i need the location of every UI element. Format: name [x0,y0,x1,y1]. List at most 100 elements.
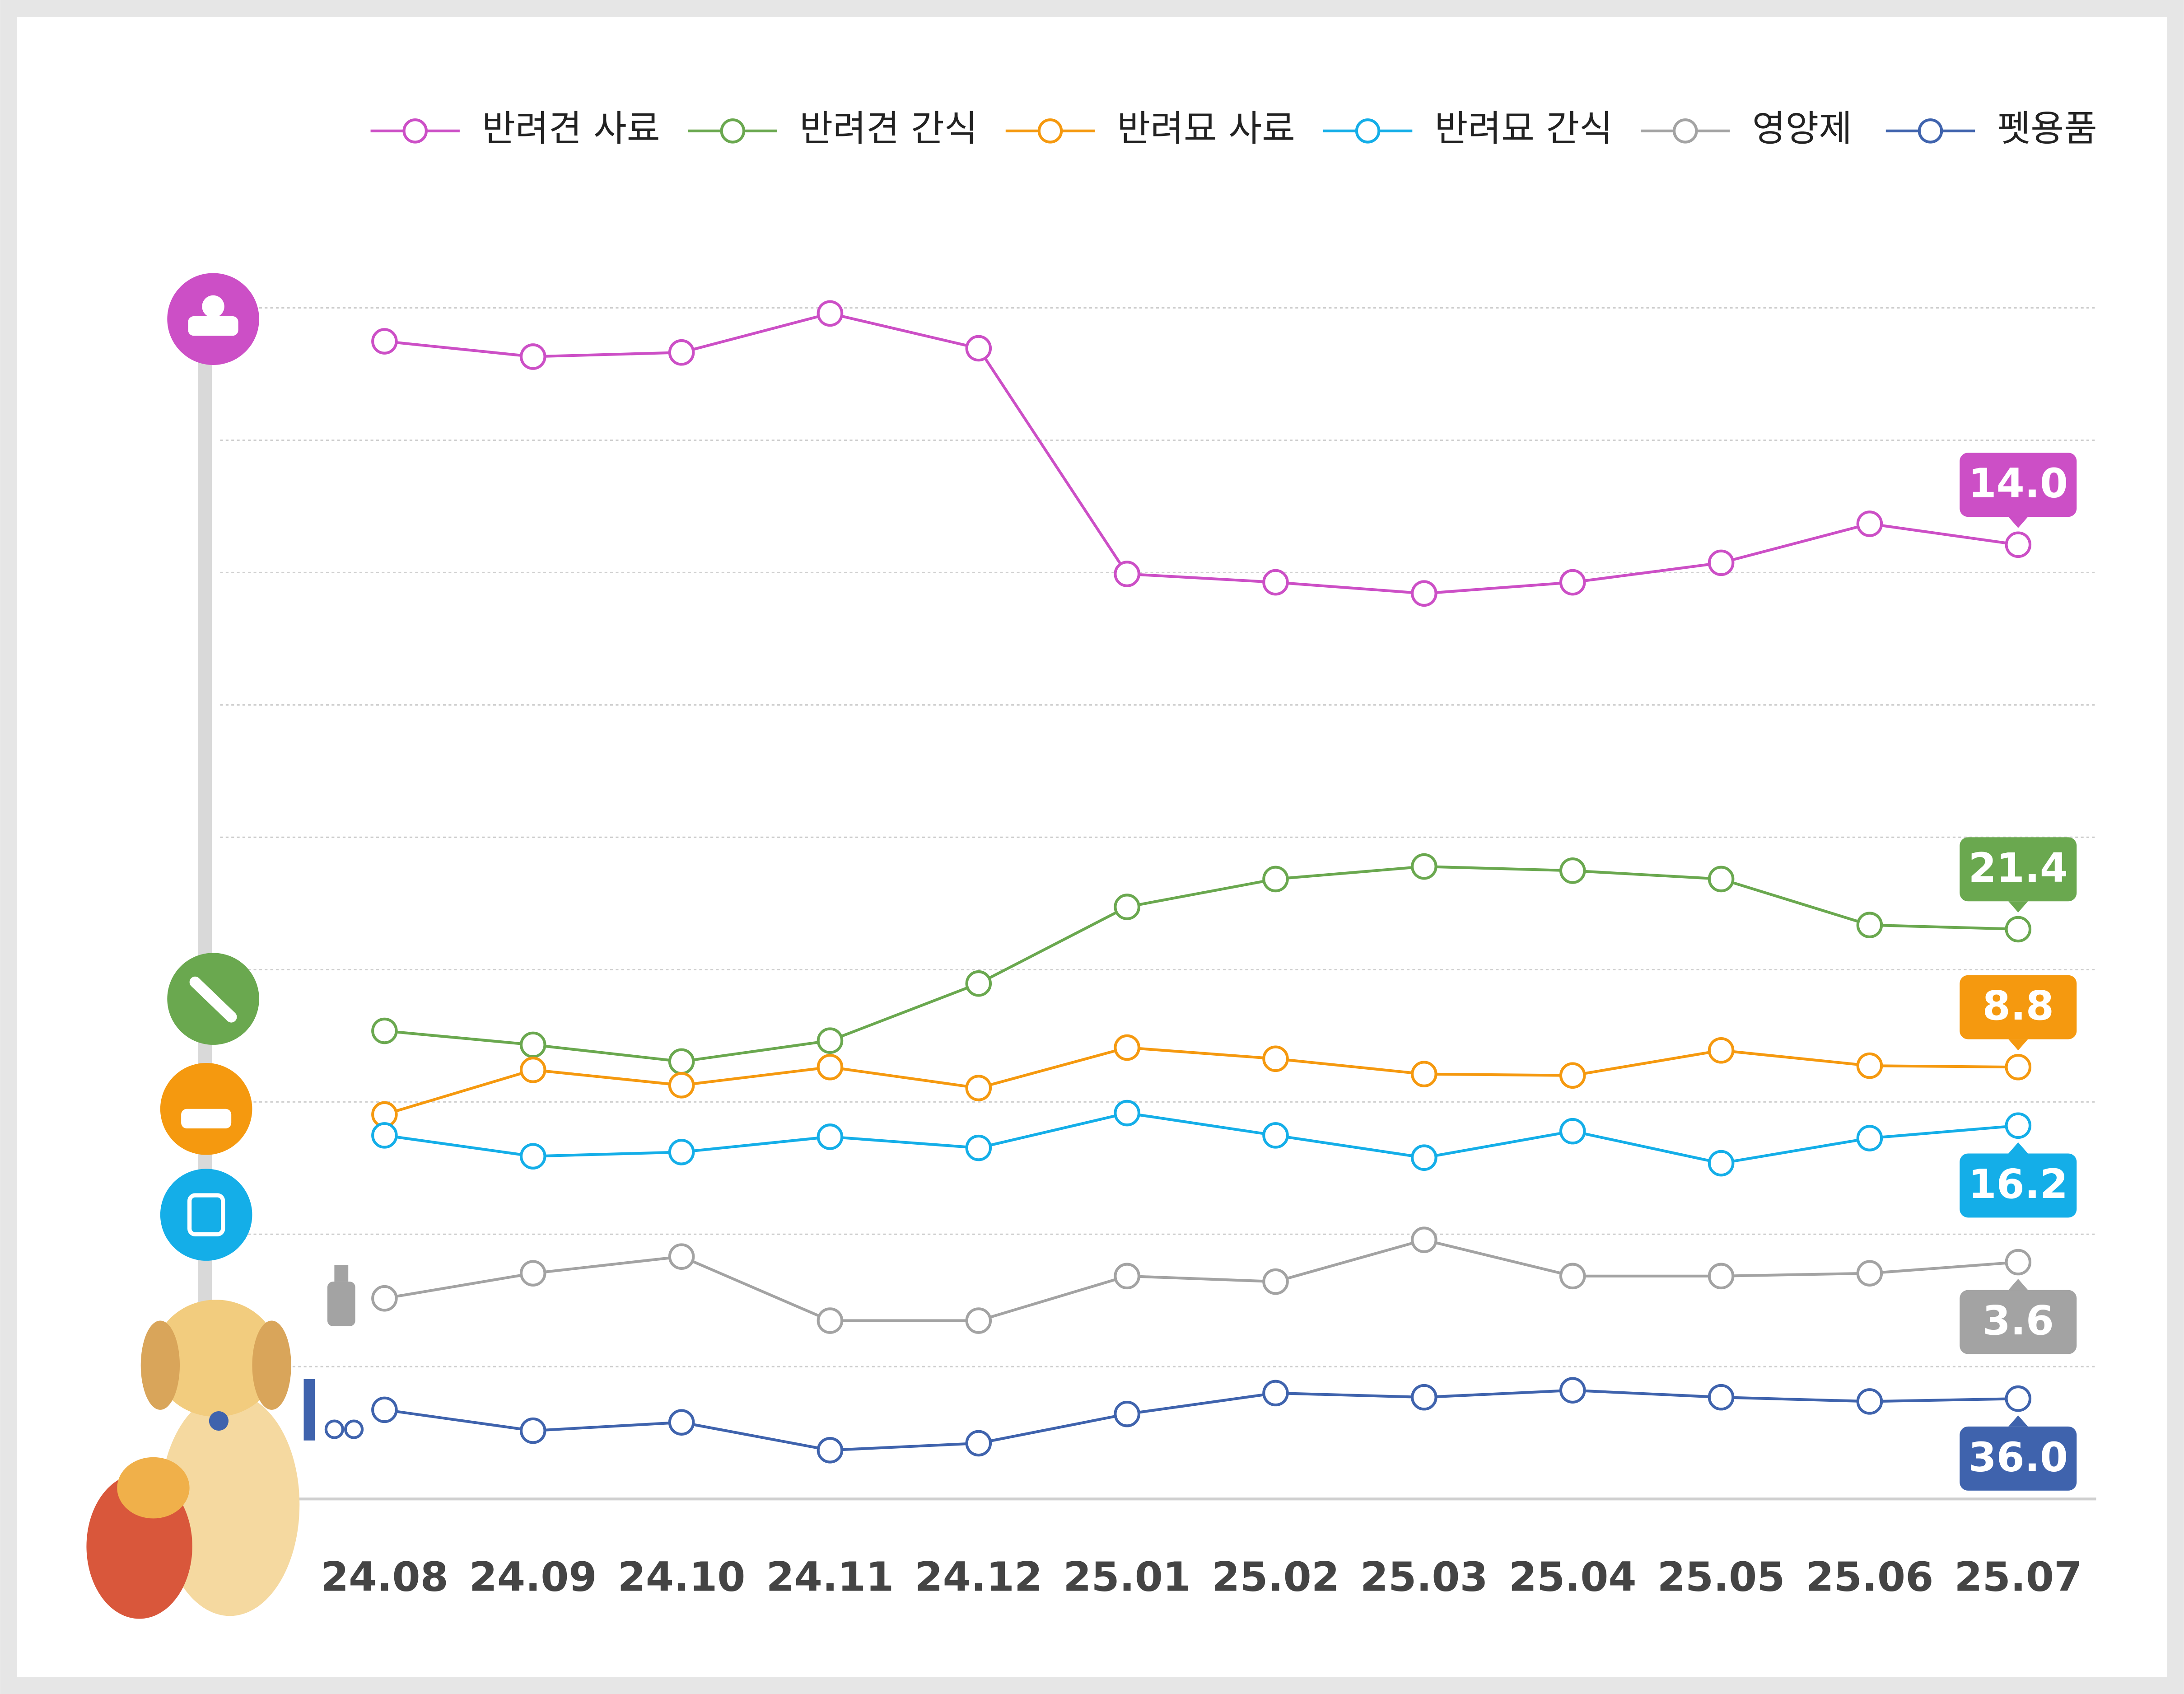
dog-ear [140,1320,180,1410]
data-point [1411,580,1437,607]
icon-scissors [344,1419,364,1439]
data-point [1411,853,1437,880]
data-point [1856,1388,1883,1415]
data-point [1114,1034,1140,1061]
data-point [519,1417,546,1444]
data-point [1708,1263,1735,1290]
data-point [1559,857,1586,884]
data-point [817,1437,844,1464]
dog-body [160,1393,300,1616]
legend-marker [1672,118,1698,144]
data-point [1411,1384,1437,1411]
icon-cat-snack [160,1169,252,1261]
value-label-pointer [2008,901,2028,913]
data-point [1262,866,1289,893]
data-point [817,1123,844,1150]
series-line [384,1238,2019,1322]
data-point [1262,1268,1289,1295]
icon-pack [187,1193,225,1236]
data-point [1559,569,1586,596]
data-point [817,1053,844,1081]
value-label-pointer [2008,1142,2028,1154]
legend: 반려견 사료 반려견 간식 반려묘 사료 반려묘 간식 영양제 펫용품 [370,108,2097,150]
data-point [1708,1037,1735,1064]
x-tick-label: 24.12 [915,1554,1042,1601]
value-label-box [1960,837,2077,902]
icon-comb [303,1379,315,1441]
panel [17,17,2167,1677]
icon-bone [189,976,237,1023]
legend-label: 반려견 사료 [482,108,660,150]
icon-bottle-neck [334,1265,349,1282]
icon-scissors [324,1419,344,1439]
series-line [384,1111,2019,1165]
data-point [817,1027,844,1054]
value-label-box [1960,1153,2077,1218]
data-point [668,1409,695,1436]
data-point [1856,510,1883,537]
grid [220,307,2096,1501]
x-tick-label: 25.01 [1063,1554,1191,1601]
value-label-pointer [2008,1039,2028,1051]
data-point [1856,1125,1883,1151]
data-point [1114,1100,1140,1127]
data-point [965,1430,992,1457]
value-label: 36.0 [1968,1434,2068,1481]
value-label-pointer [2008,1415,2028,1427]
data-point [519,343,546,370]
data-point [2005,1112,2032,1139]
data-point [668,1243,695,1270]
value-label: 14.0 [1968,460,2068,507]
data-point [1114,894,1140,920]
data-point [1708,1150,1735,1177]
data-point [817,1307,844,1334]
legend-label: 반려묘 간식 [1435,108,1613,150]
dog-tag [209,1411,229,1431]
legend-label: 반려묘 사료 [1117,108,1295,150]
x-tick-label: 24.11 [766,1554,894,1601]
x-tick-label: 25.07 [1954,1554,2082,1601]
cat-head [117,1457,190,1519]
data-point [519,1260,546,1287]
data-point [1262,569,1289,596]
data-point [668,339,695,366]
icons [160,273,364,1441]
value-label: 16.2 [1968,1161,2068,1208]
data-point [2005,1053,2032,1081]
data-point [1559,1377,1586,1404]
value-label: 21.4 [1968,845,2068,892]
data-point [2005,1249,2032,1276]
legend-label: 반려견 간식 [799,108,977,150]
value-label-box [1960,975,2077,1039]
data-point [371,1285,398,1312]
x-tick-label: 24.09 [469,1554,597,1601]
data-point [1559,1263,1586,1290]
data-point [817,300,844,327]
dog-ear [252,1320,291,1410]
data-point [668,1048,695,1075]
legend-marker [1918,118,1943,144]
value-label-pointer [2008,1279,2028,1290]
data-point [519,1031,546,1058]
data-point [1114,1263,1140,1290]
data-point [965,970,992,997]
icon-food [202,295,224,318]
series-line [384,1389,2018,1452]
data-point [371,1017,398,1044]
data-point [1856,1260,1883,1287]
data-point [1856,1052,1883,1079]
value-label-pointer [2008,517,2028,528]
x-tick-label: 25.06 [1806,1554,1933,1601]
legend-marker [720,118,746,144]
x-tick-label: 25.03 [1360,1554,1488,1601]
value-label: 3.6 [1983,1297,2054,1344]
icon-bowl [181,1109,232,1128]
data-point [965,1075,992,1101]
icon-bowl [188,316,238,336]
data-point [371,328,398,355]
data-point [1262,1045,1289,1072]
dog-head [153,1300,279,1417]
data-point [519,1057,546,1083]
